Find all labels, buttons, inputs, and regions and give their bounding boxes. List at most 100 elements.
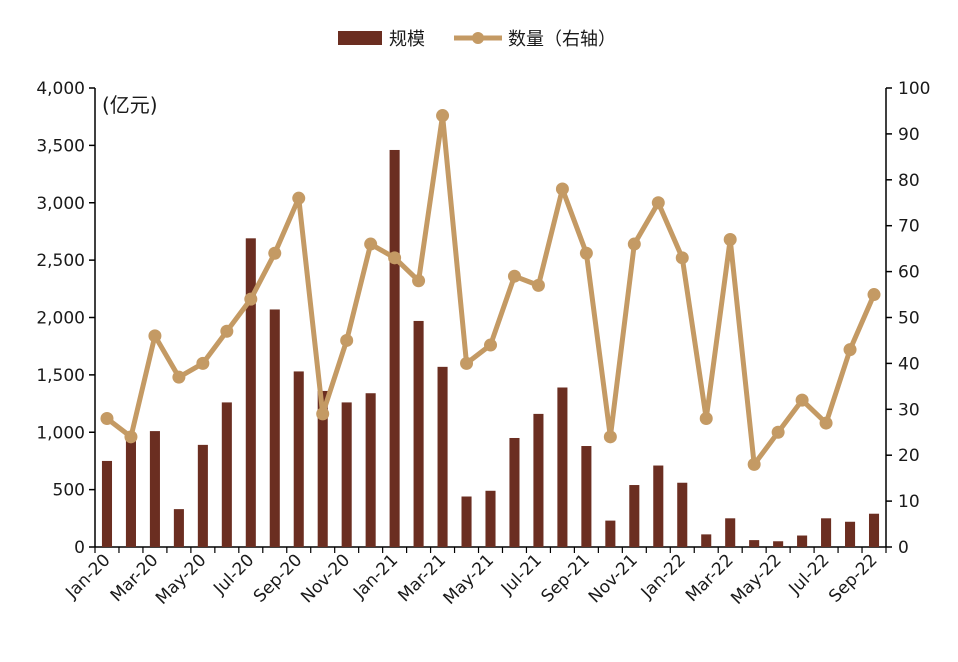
line-point-Jul-20 bbox=[244, 292, 258, 306]
bar-Jul-20 bbox=[245, 238, 256, 547]
right-y-tick-label: 10 bbox=[898, 492, 920, 512]
left-y-tick-label: 3,000 bbox=[36, 194, 85, 214]
bar-Jun-22 bbox=[797, 535, 808, 547]
legend-label-bar: 规模 bbox=[389, 29, 425, 50]
bar-Dec-21 bbox=[653, 465, 664, 547]
bar-Jun-20 bbox=[221, 402, 232, 547]
bar-Apr-21 bbox=[461, 496, 472, 547]
x-tick-label: Sep-20 bbox=[250, 550, 306, 606]
line-point-Apr-21 bbox=[460, 356, 474, 370]
x-tick-label: Jan-22 bbox=[637, 550, 690, 603]
line-point-Mar-20 bbox=[148, 329, 162, 343]
line-point-Nov-21 bbox=[627, 237, 641, 251]
line-point-Jun-21 bbox=[507, 269, 521, 283]
x-tick-label: Sep-21 bbox=[537, 550, 593, 606]
right-y-tick-label: 50 bbox=[898, 309, 920, 329]
bar-Apr-20 bbox=[173, 509, 184, 547]
line-point-Jan-21 bbox=[388, 251, 402, 265]
right-y-tick-label: 70 bbox=[898, 217, 920, 237]
line-point-Apr-22 bbox=[747, 457, 761, 471]
bar-Sep-21 bbox=[581, 446, 592, 547]
bar-Nov-20 bbox=[341, 402, 352, 547]
bar-series bbox=[101, 149, 880, 547]
x-tick-label: Nov-21 bbox=[585, 550, 642, 607]
x-tick-label: May-21 bbox=[440, 550, 498, 608]
line-point-Aug-22 bbox=[843, 343, 857, 357]
bar-Oct-20 bbox=[317, 390, 328, 547]
line-point-Sep-22 bbox=[867, 288, 881, 302]
bar-Jan-20 bbox=[101, 460, 113, 547]
left-y-tick-label: 4,000 bbox=[36, 79, 85, 99]
bar-Jun-21 bbox=[509, 437, 520, 547]
line-point-Feb-20 bbox=[124, 430, 138, 444]
chart-legend: 规模 数量（右轴） bbox=[338, 29, 616, 50]
bar-Feb-20 bbox=[125, 435, 136, 547]
x-tick-label: Sep-22 bbox=[825, 550, 881, 606]
line-point-May-21 bbox=[484, 338, 497, 352]
line-point-Oct-21 bbox=[603, 430, 617, 444]
line-point-Jul-22 bbox=[819, 416, 833, 430]
bar-May-21 bbox=[485, 490, 496, 547]
line-point-Dec-21 bbox=[651, 196, 665, 210]
left-axis-unit-label: (亿元) bbox=[102, 93, 158, 117]
line-point-Oct-20 bbox=[316, 407, 330, 421]
line-point-Mar-21 bbox=[436, 109, 450, 123]
legend-label-line: 数量（右轴） bbox=[508, 29, 616, 50]
x-tick-label: Nov-20 bbox=[297, 550, 354, 607]
line-point-Jul-21 bbox=[531, 278, 545, 292]
bar-Mar-21 bbox=[437, 366, 448, 547]
bar-Aug-21 bbox=[557, 387, 568, 547]
bar-Apr-22 bbox=[749, 540, 760, 547]
line-point-Sep-21 bbox=[579, 246, 593, 260]
line-point-Aug-21 bbox=[555, 182, 569, 196]
bar-Jan-21 bbox=[389, 149, 400, 547]
bar-Feb-21 bbox=[413, 320, 424, 547]
legend-swatch-bar bbox=[338, 31, 382, 45]
left-y-tick-label: 1,500 bbox=[36, 366, 85, 386]
right-y-tick-label: 30 bbox=[898, 400, 920, 420]
right-y-tick-label: 0 bbox=[898, 538, 909, 558]
bar-Mar-22 bbox=[725, 518, 736, 547]
right-y-tick-label: 90 bbox=[898, 125, 920, 145]
line-series bbox=[100, 109, 881, 471]
line-point-Apr-20 bbox=[172, 370, 186, 384]
line-point-Jan-20 bbox=[100, 411, 114, 425]
bar-Dec-20 bbox=[365, 393, 376, 547]
bar-Aug-20 bbox=[269, 309, 280, 547]
right-y-tick-label: 100 bbox=[898, 79, 930, 99]
line-point-Feb-21 bbox=[412, 274, 426, 288]
bar-Mar-20 bbox=[149, 431, 160, 547]
right-y-tick-label: 40 bbox=[898, 354, 920, 374]
bar-Jul-22 bbox=[821, 518, 832, 547]
left-y-tick-label: 1,000 bbox=[36, 423, 85, 443]
left-y-tick-label: 0 bbox=[74, 538, 85, 558]
bar-Oct-21 bbox=[605, 520, 616, 547]
bar-May-20 bbox=[197, 444, 208, 547]
line-point-May-22 bbox=[771, 425, 785, 439]
x-tick-label: May-20 bbox=[152, 550, 210, 608]
bar-Feb-22 bbox=[701, 534, 712, 547]
left-y-tick-label: 2,000 bbox=[36, 309, 85, 329]
left-y-tick-label: 3,500 bbox=[36, 136, 85, 156]
left-y-tick-label: 2,500 bbox=[36, 251, 85, 271]
bar-Aug-22 bbox=[845, 521, 856, 547]
line-point-May-20 bbox=[196, 356, 210, 370]
bar-Jul-21 bbox=[533, 413, 544, 547]
bar-Sep-22 bbox=[868, 513, 880, 547]
line-point-Jun-22 bbox=[795, 393, 809, 407]
line-point-Sep-20 bbox=[292, 191, 306, 205]
x-tick-label: May-22 bbox=[727, 550, 785, 608]
axes: 0 500 1,000 1,500 2,000 2,500 3,000 3,500 4,000 0… bbox=[36, 79, 930, 558]
x-tick-label: Jan-21 bbox=[349, 550, 402, 603]
right-y-tick-label: 60 bbox=[898, 263, 920, 283]
line-point-Nov-20 bbox=[340, 333, 354, 347]
right-y-tick-label: 20 bbox=[898, 446, 920, 466]
line-point-Mar-22 bbox=[723, 232, 737, 246]
line-point-Aug-20 bbox=[268, 246, 282, 260]
legend-swatch-marker bbox=[472, 32, 484, 44]
line-point-Jun-20 bbox=[220, 324, 234, 338]
bar-Sep-20 bbox=[293, 371, 304, 547]
bar-Nov-21 bbox=[629, 485, 640, 547]
